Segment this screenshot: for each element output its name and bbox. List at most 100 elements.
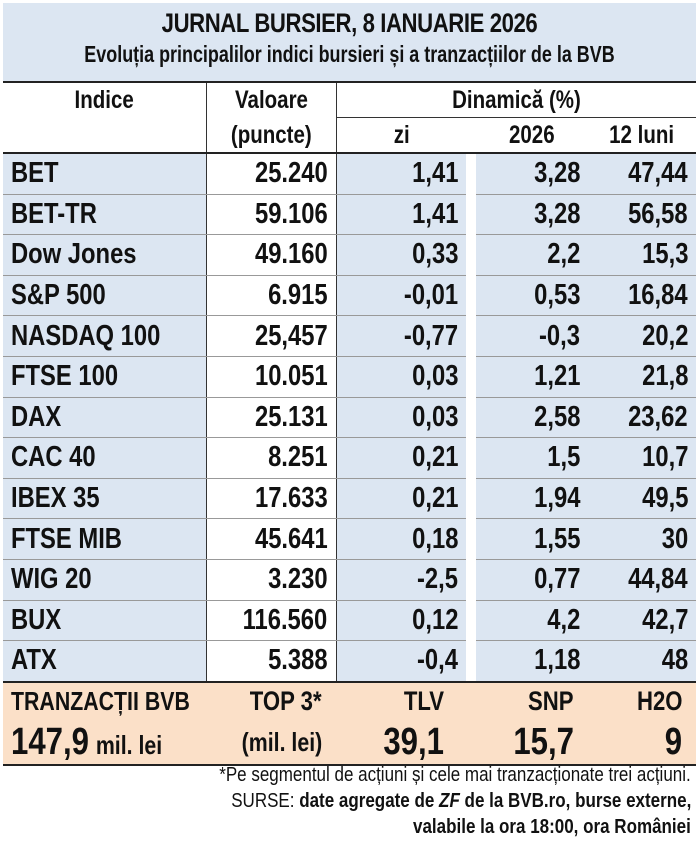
cell-gap — [466, 437, 476, 479]
header-indice-spacer — [3, 118, 206, 154]
change-ytd: 1,18 — [476, 640, 588, 683]
index-name: CAC 40 — [3, 437, 206, 479]
top3-label: TOP 3* — [206, 680, 336, 721]
sources-line-2: valabile la ora 18:00, ora României — [413, 816, 691, 838]
page-subtitle: Evoluția principalilor indici bursieri ș… — [84, 41, 615, 67]
index-value: 25.240 — [205, 151, 336, 195]
cell-gap — [466, 275, 476, 316]
bvb-label: TRANZACȚII BVB — [3, 680, 206, 721]
change-ytd: 3,28 — [476, 194, 588, 236]
top-3-value: 9 — [588, 720, 697, 766]
top-2-symbol: SNP — [476, 680, 588, 721]
change-12m: 48 — [588, 640, 697, 683]
index-name: DAX — [3, 397, 206, 439]
change-day: 0,21 — [335, 437, 466, 479]
change-ytd: 4,2 — [476, 600, 588, 642]
index-name: Dow Jones — [3, 234, 206, 276]
change-ytd: -0,3 — [476, 315, 588, 357]
page-title: JURNAL BURSIER, 8 IANUARIE 2026 — [161, 8, 538, 38]
change-day: -2,5 — [335, 559, 466, 601]
index-value: 17.633 — [205, 478, 336, 520]
change-day: 1,41 — [335, 194, 466, 236]
change-day: -0,01 — [335, 275, 466, 317]
cell-gap — [466, 478, 476, 519]
change-ytd: 2,2 — [476, 234, 588, 276]
index-value: 6.915 — [205, 275, 336, 317]
change-12m: 30 — [588, 518, 697, 560]
footer-notes: *Pe segmentul de acțiuni și cele mai tra… — [136, 762, 691, 840]
cell-gap — [466, 600, 476, 641]
header-zi: zi — [335, 117, 466, 153]
index-value: 25,457 — [205, 315, 336, 357]
cell-gap — [466, 151, 476, 195]
index-value: 3.230 — [205, 559, 336, 601]
index-value: 116.560 — [205, 600, 336, 642]
index-value: 10.051 — [205, 356, 336, 398]
cell-gap — [466, 518, 476, 560]
index-name: BUX — [3, 600, 206, 642]
cell-gap — [466, 234, 476, 276]
change-ytd: 1,55 — [476, 518, 588, 560]
cell-gap — [466, 356, 476, 398]
header-2026: 2026 — [509, 121, 555, 149]
index-name: S&P 500 — [3, 275, 206, 317]
column-header-row-1: Indice Valoare Dinamică (%) — [3, 83, 697, 118]
table-row: Dow Jones 49.160 0,33 2,2 15,3 — [3, 234, 697, 276]
table-row: FTSE 100 10.051 0,03 1,21 21,8 — [3, 356, 697, 398]
table-row: DAX 25.131 0,03 2,58 23,62 — [3, 397, 697, 439]
bvb-total-unit: mil. lei — [95, 729, 163, 760]
cell-gap — [466, 640, 476, 682]
index-name: ATX — [3, 640, 206, 683]
index-value: 8.251 — [205, 437, 336, 479]
table-row: IBEX 35 17.633 0,21 1,94 49,5 — [3, 478, 697, 520]
header-indice: Indice — [74, 86, 134, 115]
bvb-row-1: TRANZACȚII BVB TOP 3* TLV SNP H2O — [3, 680, 697, 721]
table-row: CAC 40 8.251 0,21 1,5 10,7 — [3, 437, 697, 479]
change-ytd: 2,58 — [476, 397, 588, 439]
change-ytd: 0,77 — [476, 559, 588, 601]
change-ytd: 1,5 — [476, 437, 588, 479]
change-ytd: 3,28 — [476, 151, 588, 195]
cell-gap — [466, 397, 476, 438]
index-name: BET-TR — [3, 194, 206, 236]
change-12m: 20,2 — [588, 315, 697, 357]
change-day: 0,03 — [335, 356, 466, 398]
header-puncte: (puncte) — [205, 117, 336, 153]
cell-gap — [466, 315, 476, 357]
change-12m: 56,58 — [588, 194, 697, 236]
index-value: 49.160 — [205, 234, 336, 276]
cell-gap — [466, 194, 476, 235]
sources-line-1: SURSE: date agregate de ZF de la BVB.ro,… — [230, 790, 691, 812]
index-name: FTSE MIB — [3, 518, 206, 560]
table-row: BET-TR 59.106 1,41 3,28 56,58 — [3, 194, 697, 236]
change-12m: 21,8 — [588, 356, 697, 398]
index-name: WIG 20 — [3, 559, 206, 601]
change-12m: 42,7 — [588, 600, 697, 642]
index-name: FTSE 100 — [3, 356, 206, 398]
change-day: -0,77 — [335, 315, 466, 357]
top-3-symbol: H2O — [588, 680, 697, 721]
table-row: S&P 500 6.915 -0,01 0,53 16,84 — [3, 275, 697, 317]
header-dinamica: Dinamică (%) — [335, 83, 697, 118]
header-12-luni: 12 luni — [609, 121, 675, 149]
change-12m: 10,7 — [588, 437, 697, 479]
change-day: 0,33 — [335, 234, 466, 276]
index-name: BET — [3, 151, 206, 195]
table-row: ATX 5.388 -0,4 1,18 48 — [3, 640, 697, 683]
table-row: WIG 20 3.230 -2,5 0,77 44,84 — [3, 559, 697, 601]
change-12m: 15,3 — [588, 234, 697, 276]
change-day: 0,03 — [335, 397, 466, 439]
change-day: -0,4 — [335, 640, 466, 683]
index-value: 5.388 — [205, 640, 336, 683]
change-12m: 49,5 — [588, 478, 697, 520]
change-day: 1,41 — [335, 151, 466, 195]
change-ytd: 1,21 — [476, 356, 588, 398]
index-value: 25.131 — [205, 397, 336, 439]
table-header-banner: JURNAL BURSIER, 8 IANUARIE 2026 Evoluția… — [3, 3, 696, 83]
bvb-row-2: 147,9 mil. lei (mil. lei) 39,1 15,7 9 — [3, 720, 697, 766]
table-row: BET 25.240 1,41 3,28 47,44 — [3, 151, 697, 195]
bvb-total: 147,9 mil. lei — [3, 720, 206, 766]
change-12m: 47,44 — [588, 151, 697, 195]
index-name: NASDAQ 100 — [3, 315, 206, 357]
top-2-value: 15,7 — [476, 720, 588, 766]
